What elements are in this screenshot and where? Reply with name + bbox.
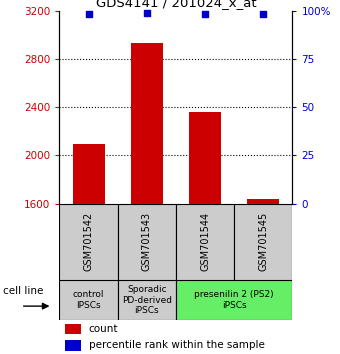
Point: [86, 12, 91, 17]
Bar: [234, 204, 292, 280]
Text: control
IPSCs: control IPSCs: [73, 290, 104, 310]
Bar: [73, 144, 105, 204]
Title: GDS4141 / 201024_x_at: GDS4141 / 201024_x_at: [96, 0, 256, 10]
Text: GSM701542: GSM701542: [84, 212, 94, 271]
Text: GSM701544: GSM701544: [200, 212, 210, 271]
Bar: [176, 280, 292, 320]
Bar: [131, 43, 163, 204]
Bar: [118, 204, 176, 280]
Bar: [59, 204, 118, 280]
Bar: [65, 324, 81, 335]
Text: presenilin 2 (PS2)
iPSCs: presenilin 2 (PS2) iPSCs: [194, 290, 274, 310]
Text: Sporadic
PD-derived
iPSCs: Sporadic PD-derived iPSCs: [122, 285, 172, 315]
Bar: [65, 340, 81, 350]
Text: cell line: cell line: [3, 286, 44, 296]
Bar: [118, 280, 176, 320]
Text: percentile rank within the sample: percentile rank within the sample: [89, 340, 265, 350]
Point: [260, 12, 266, 17]
Text: GSM701543: GSM701543: [142, 212, 152, 271]
Bar: [59, 280, 118, 320]
Text: count: count: [89, 324, 118, 334]
Bar: [176, 204, 234, 280]
Bar: [189, 112, 221, 204]
Point: [144, 10, 150, 15]
Text: GSM701545: GSM701545: [258, 212, 268, 271]
Bar: [247, 199, 279, 204]
Point: [202, 12, 208, 17]
